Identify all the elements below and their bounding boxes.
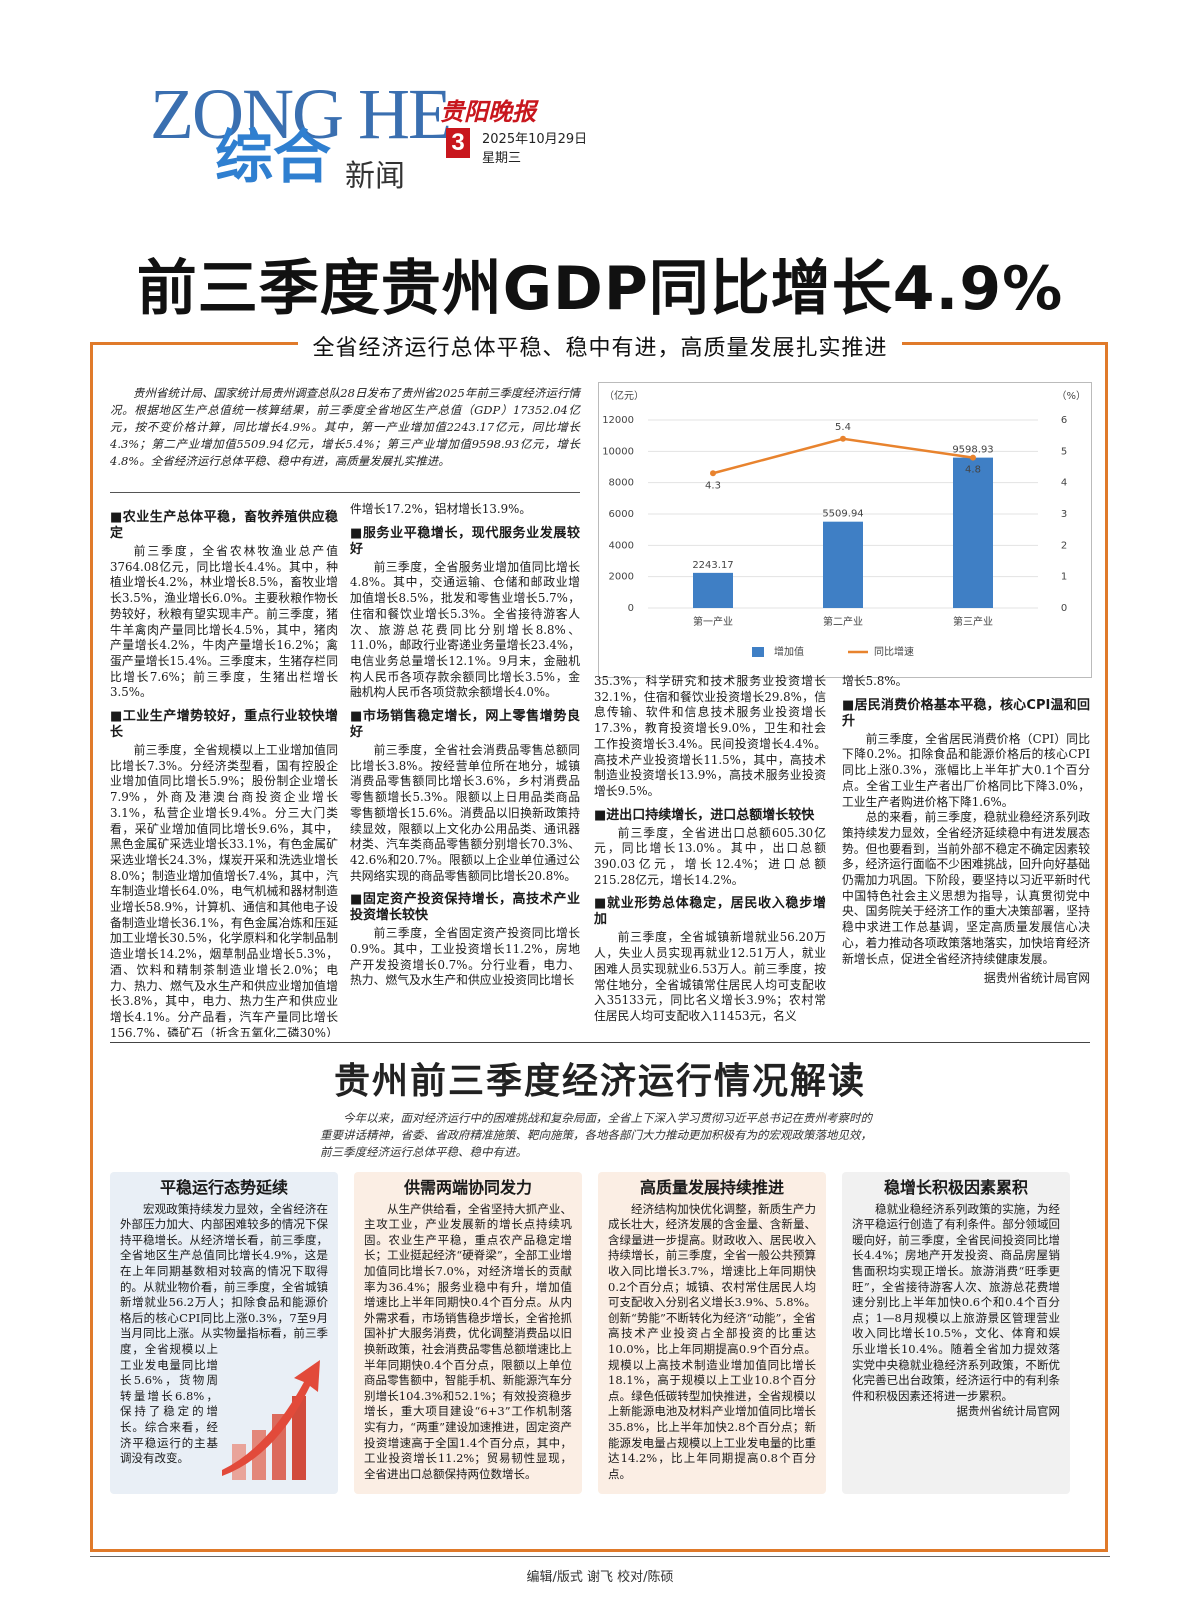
box-text: 稳就业稳经济系列政策的实施，为经济平稳运行创造了有利条件。部分领域回暖向好，前三… [852,1201,1060,1403]
source: 据贵州省统计局官网 [956,1404,1061,1419]
source: 据贵州省统计局官网 [983,971,1090,986]
footer: 编辑/版式 谢飞 校对/陈硕 [526,1570,674,1585]
section-heading: ■农业生产总体平稳，畜牧养殖供应稳定 [110,510,338,541]
logo-pinyin: ZONG HE [150,74,452,154]
section-heading: ■工业生产增势较好，重点行业较快增长 [110,709,338,741]
y-tick-label: 8000 [609,478,634,489]
analysis-box: 供需两端协同发力 从生产供给看，全省坚持大抓产业、主攻工业，产业发展新的增长点持… [354,1172,582,1494]
paragraph: 前三季度，全省农林牧渔业总产值3764.08亿元，同比增长4.4%。其中，种植业… [110,544,338,700]
y-tick-label: 10000 [602,446,634,457]
paragraph: 前三季度，全省固定资产投资同比增长0.9%。其中，工业投资增长11.2%，房地产… [350,926,580,988]
column: ■农业生产总体平稳，畜牧养殖供应稳定 前三季度，全省农林牧渔业总产值3764.08… [110,502,338,1037]
y2-tick-label: 6 [1061,415,1067,426]
y-tick-label: 4000 [609,540,634,551]
legend-swatch [752,647,764,657]
analysis-box: 高质量发展持续推进 经济结构加快优化调整，新质生产力成长壮大，经济发展的含金量、… [598,1172,826,1494]
analysis-intro: 今年以来，面对经济运行中的困难挑战和复杂局面，全省上下深入学习贯彻习近平总书记在… [320,1111,872,1159]
rule [110,492,580,493]
y2-tick-label: 5 [1061,446,1067,457]
paragraph: 总的来看，前三季度，稳就业稳经济系列政策持续发力显效，全省经济延续稳中有进发展态… [842,810,1090,966]
logo-sub: 新闻 [345,159,405,194]
section-heading: ■市场销售稳定增长，网上零售增势良好 [350,709,580,741]
y2-tick-label: 0 [1061,603,1067,614]
paragraph: 前三季度，全省社会消费品零售总额同比增长3.8%。按经营单位所在地分，城镇消费品… [350,743,580,883]
x-tick-label: 第一产业 [693,615,733,628]
line-point [970,454,976,461]
bar-label: 2243.17 [692,560,733,571]
y2-tick-label: 4 [1061,478,1067,489]
section-heading: ■进出口持续增长，进口总额增长较快 [594,807,815,823]
rule [90,1556,1110,1557]
y2-tick-label: 2 [1061,540,1067,551]
bar-label: 9598.93 [952,445,993,456]
box-title: 高质量发展持续推进 [639,1178,784,1197]
point-label: 4.8 [965,465,981,476]
analysis-title: 贵州前三季度经济运行情况解读 [333,1060,866,1102]
column: 35.3%，科学研究和技术服务业投资增长32.1%，住宿和餐饮业投资增长29.8… [594,674,826,1037]
bar [693,572,733,608]
box-text: 经济结构加快优化调整，新质生产力成长壮大，经济发展的含金量、含新量、含绿量进一步… [608,1201,816,1481]
box-text: 从生产供给看，全省坚持大抓产业、主攻工业，产业发展新的增长点持续巩固。农业生产平… [364,1201,572,1481]
section-heading: ■固定资产投资保持增长，高技术产业投资增长较快 [350,892,580,924]
line-point [840,435,846,442]
point-label: 4.3 [705,480,721,491]
y-tick-label: 6000 [609,509,634,520]
legend-label: 增加值 [774,645,804,658]
box-title: 供需两端协同发力 [403,1178,532,1197]
paragraph: 前三季度，全省进出口总额605.30亿元，同比增长13.0%。其中，出口总额39… [594,825,826,887]
paragraph: 前三季度，全省服务业增加值同比增长4.8%。其中，交通运输、仓储和邮政业增加值增… [350,559,580,700]
weekday: 星期三 [482,151,522,166]
analysis-box: 稳增长积极因素累积 稳就业稳经济系列政策的实施，为经济平稳运行创造了有利条件。部… [842,1172,1070,1494]
y2-tick-label: 3 [1061,509,1067,520]
x-tick-label: 第二产业 [823,615,863,628]
logo-title: 综合 [215,123,332,191]
y-tick-label: 0 [628,603,634,614]
y2-tick-label: 1 [1061,572,1067,583]
bar [823,521,863,608]
box-title: 平稳运行态势延续 [159,1178,288,1197]
bar-label: 5509.94 [822,509,863,520]
lead: 贵州省统计局、国家统计局贵州调查总队28日发布了贵州省2025年前三季度经济运行… [110,386,580,468]
x-tick-label: 第三产业 [953,615,993,628]
section-heading: ■居民消费价格基本平稳，核心CPI温和回升 [842,697,1090,729]
point-label: 5.4 [835,422,851,433]
line-point [710,470,716,477]
date: 2025年10月29日 [482,132,588,147]
chart: （亿元） （%） 0 2000 4000 6000 8000 10000 12000 0 1 2 3 4 5… [598,382,1092,678]
paragraph: 增长5.8%。 [842,674,908,688]
headline: 前三季度贵州GDP同比增长4.9% [136,254,1064,324]
y-tick-label: 12000 [602,415,634,426]
column: 增长5.8%。 ■居民消费价格基本平稳，核心CPI温和回升 前三季度，全省居民消费价… [842,674,1090,1037]
paragraph: 35.3%，科学研究和技术服务业投资增长32.1%，住宿和餐饮业投资增长29.8… [594,674,826,798]
section-heading: ■服务业平稳增长，现代服务业发展较好 [350,525,580,557]
paragraph: 件增长17.2%，铝材增长13.9%。 [350,502,532,516]
paragraph: 前三季度，全省城镇新增就业56.20万人，失业人员实现再就业12.51万人，就业… [594,930,826,1023]
subheadline-wrap: 全省经济运行总体平稳、稳中有进，高质量发展扎实推进 [0,330,1200,362]
arrow-graphic [222,1359,320,1480]
paragraph: 前三季度，全省居民消费价格（CPI）同比下降0.2%。扣除食品和能源价格后的核心… [842,731,1090,809]
y-axis-title: （亿元） [604,389,644,402]
rule [110,1042,1090,1043]
y2-axis-title: （%） [1056,390,1086,402]
column: 件增长17.2%，铝材增长13.9%。 ■服务业平稳增长，现代服务业发展较好 前三季… [350,502,580,1037]
box-title: 稳增长积极因素累积 [883,1178,1028,1197]
masthead: 贵阳晚报 [440,97,536,126]
bar [953,457,993,608]
analysis-box: 平稳运行态势延续 宏观政策持续发力显效，全省经济在外部压力加大、内部困难较多的情… [110,1172,338,1494]
box-text: 宏观政策持续发力显效，全省经济在外部压力加大、内部困难较多的情况下保持平稳增长。… [120,1201,328,1466]
page-number: 3 [446,128,470,158]
section-heading: ■就业形势总体稳定，居民收入稳步增加 [594,896,826,928]
legend-label: 同比增速 [874,645,914,658]
paragraph: 前三季度，全省规模以上工业增加值同比增长7.3%。分经济类型看，国有控股企业增加… [110,743,338,1037]
subheadline: 全省经济运行总体平稳、稳中有进，高质量发展扎实推进 [298,336,902,361]
y-tick-label: 2000 [609,572,634,583]
